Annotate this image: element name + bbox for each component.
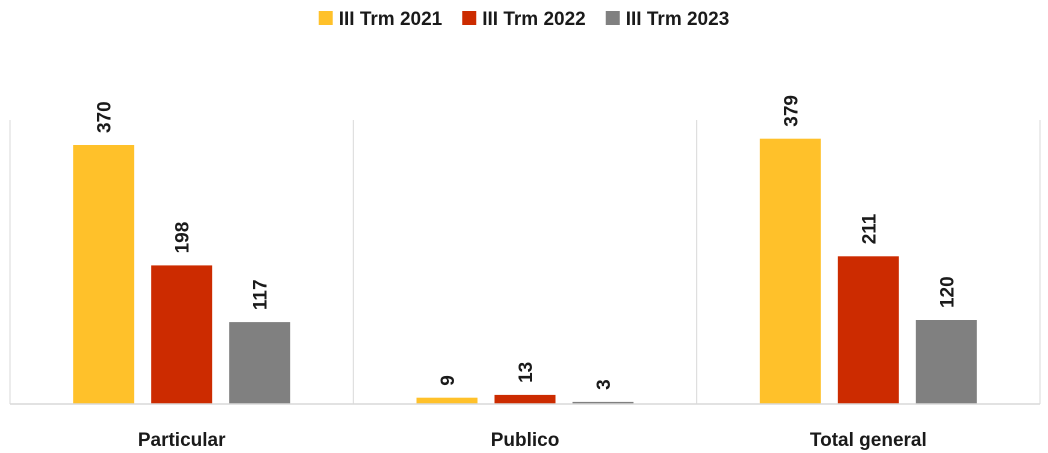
legend-swatch (462, 11, 477, 25)
legend-label: III Trm 2022 (482, 9, 586, 30)
data-labels: 370 198 117 9 13 3 379 211 120 (95, 95, 959, 390)
bar (416, 397, 478, 404)
category-label: Total general (810, 430, 927, 451)
bar (837, 256, 899, 404)
category-labels: Particular Publico Total general (138, 430, 927, 451)
bar (229, 322, 291, 404)
data-label: 117 (251, 279, 272, 310)
data-label: 13 (516, 362, 537, 383)
data-label: 379 (781, 95, 802, 127)
legend-swatch (605, 11, 620, 25)
bar (494, 394, 556, 404)
legend-item: III Trm 2023 (605, 9, 730, 30)
category-label: Publico (491, 430, 560, 451)
data-label: 9 (438, 375, 459, 386)
bar (73, 145, 135, 404)
category-label: Particular (138, 430, 226, 451)
data-label: 211 (859, 213, 880, 244)
data-label: 370 (95, 101, 116, 133)
bar (915, 320, 977, 404)
legend-label: III Trm 2021 (339, 9, 443, 30)
data-label: 3 (594, 379, 615, 390)
legend: III Trm 2021 III Trm 2022 III Trm 2023 (318, 9, 730, 30)
bar (759, 138, 821, 404)
bar (572, 401, 634, 404)
data-label: 198 (173, 222, 194, 254)
bars (73, 138, 977, 404)
bar (151, 265, 213, 404)
legend-item: III Trm 2022 (462, 9, 586, 30)
category-separators (9, 120, 1041, 404)
data-label: 120 (937, 276, 958, 308)
legend-item: III Trm 2021 (318, 9, 443, 30)
legend-label: III Trm 2023 (626, 9, 730, 30)
legend-swatch (318, 11, 333, 25)
